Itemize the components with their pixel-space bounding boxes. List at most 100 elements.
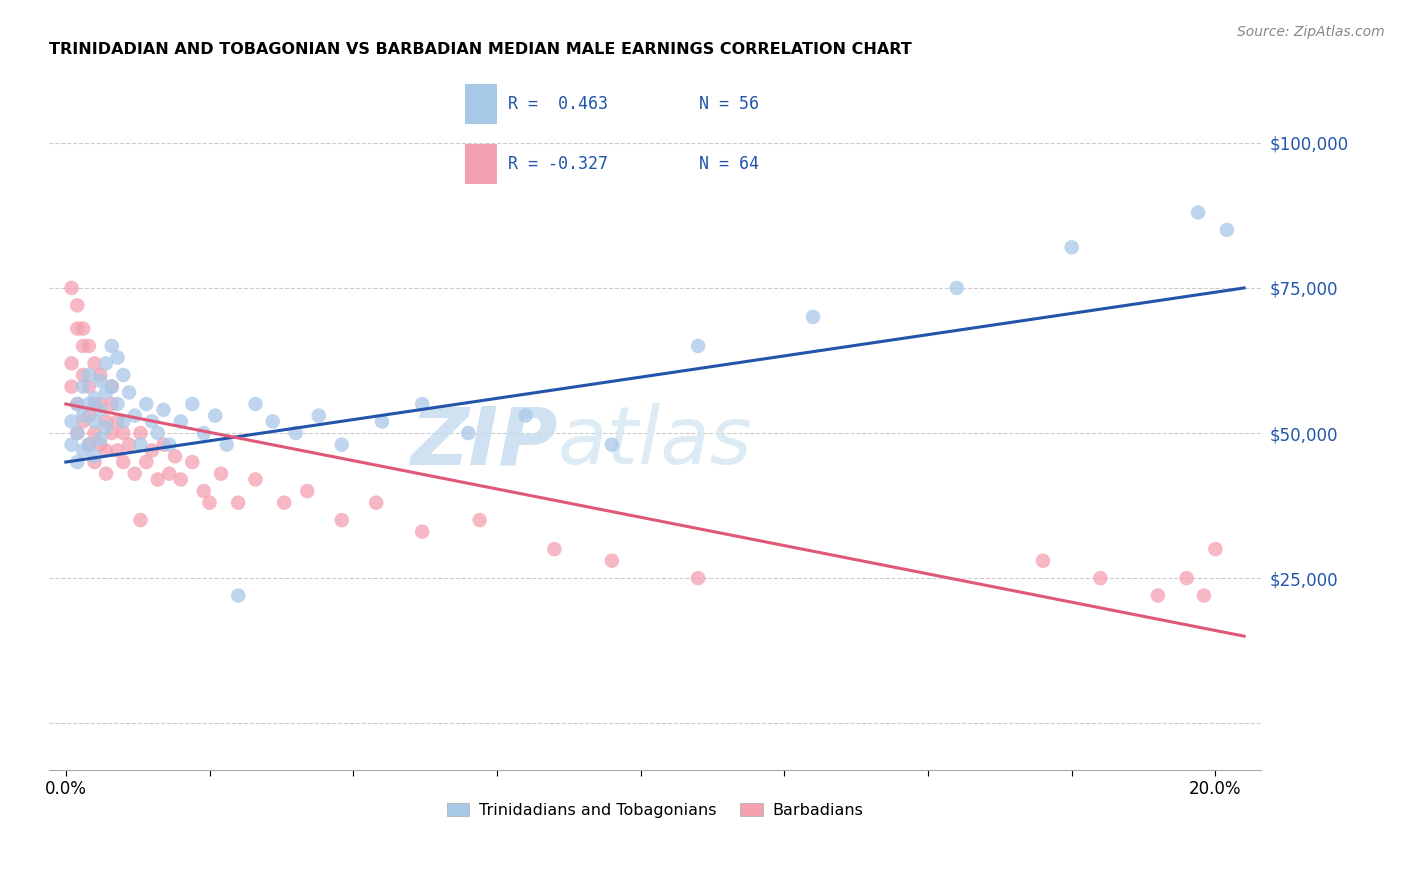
Point: [157, 437, 180, 451]
Point: [72, 321, 94, 335]
Point: [1216, 223, 1239, 237]
Point: [245, 397, 267, 411]
Point: [273, 496, 295, 510]
Point: [1147, 589, 1170, 603]
Point: [1060, 240, 1083, 254]
Point: [60, 414, 83, 428]
Point: [89, 374, 111, 388]
Point: [215, 437, 238, 451]
Point: [129, 513, 152, 527]
Point: [66, 425, 89, 440]
Point: [600, 554, 623, 568]
Point: [226, 589, 249, 603]
Text: atlas: atlas: [558, 403, 752, 482]
Point: [112, 455, 135, 469]
Point: [226, 496, 249, 510]
Point: [101, 397, 124, 411]
Point: [77, 437, 100, 451]
Text: ZIP: ZIP: [411, 403, 558, 482]
Point: [141, 443, 163, 458]
Point: [245, 473, 267, 487]
Point: [141, 414, 163, 428]
Point: [600, 437, 623, 451]
Point: [129, 425, 152, 440]
Point: [101, 339, 124, 353]
Point: [66, 455, 89, 469]
Point: [83, 449, 105, 463]
Point: [77, 397, 100, 411]
Point: [686, 571, 709, 585]
Point: [60, 281, 83, 295]
Point: [170, 473, 193, 487]
Point: [72, 409, 94, 423]
Point: [193, 425, 215, 440]
Point: [152, 437, 174, 451]
Point: [94, 385, 117, 400]
Point: [89, 437, 111, 451]
Point: [107, 443, 129, 458]
Point: [94, 420, 117, 434]
Point: [330, 513, 353, 527]
Point: [89, 432, 111, 446]
Point: [330, 437, 353, 451]
Point: [163, 449, 186, 463]
Point: [181, 397, 204, 411]
Point: [135, 455, 157, 469]
Point: [262, 414, 284, 428]
Point: [366, 496, 388, 510]
Point: [83, 425, 105, 440]
Point: [89, 402, 111, 417]
Text: N = 64: N = 64: [699, 155, 758, 173]
Point: [209, 467, 232, 481]
Point: [1032, 554, 1054, 568]
Point: [157, 467, 180, 481]
Point: [170, 414, 193, 428]
Point: [181, 455, 204, 469]
Point: [146, 473, 169, 487]
Point: [83, 455, 105, 469]
Point: [129, 437, 152, 451]
Point: [66, 397, 89, 411]
Bar: [464, 84, 498, 124]
Point: [83, 414, 105, 428]
Point: [66, 425, 89, 440]
Point: [60, 356, 83, 370]
Point: [1175, 571, 1198, 585]
Point: [284, 425, 307, 440]
Point: [193, 484, 215, 499]
Point: [89, 397, 111, 411]
Point: [77, 339, 100, 353]
Point: [297, 484, 319, 499]
Point: [411, 524, 433, 539]
Point: [945, 281, 967, 295]
Point: [66, 397, 89, 411]
Point: [124, 467, 146, 481]
Point: [204, 409, 226, 423]
Bar: [464, 144, 498, 184]
Point: [66, 321, 89, 335]
Point: [1204, 542, 1226, 557]
Point: [83, 397, 105, 411]
Point: [94, 443, 117, 458]
Point: [72, 339, 94, 353]
Point: [101, 379, 124, 393]
Point: [112, 368, 135, 382]
Point: [543, 542, 565, 557]
Point: [198, 496, 221, 510]
Point: [468, 513, 491, 527]
Point: [101, 379, 124, 393]
Point: [77, 379, 100, 393]
Point: [107, 414, 129, 428]
Point: [107, 351, 129, 365]
Point: [101, 425, 124, 440]
Point: [146, 425, 169, 440]
Point: [94, 356, 117, 370]
Point: [94, 467, 117, 481]
Point: [1192, 589, 1215, 603]
Point: [112, 425, 135, 440]
Point: [77, 409, 100, 423]
Point: [411, 397, 433, 411]
Point: [60, 437, 83, 451]
Point: [371, 414, 394, 428]
Point: [94, 414, 117, 428]
